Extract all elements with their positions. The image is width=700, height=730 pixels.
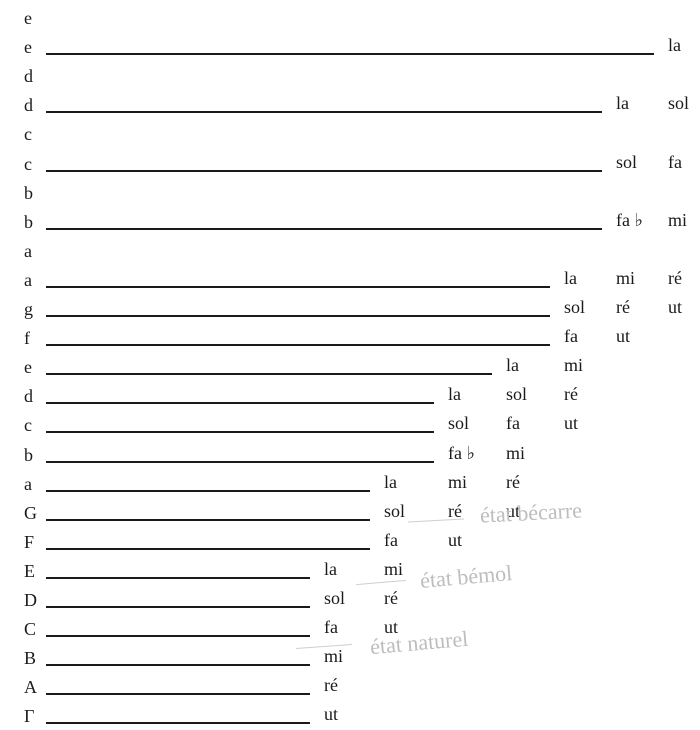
syllable: mi — [564, 355, 583, 376]
row-line — [46, 315, 550, 317]
syllable: fa ♭ — [448, 443, 475, 464]
syllable: ré — [384, 588, 398, 609]
syllable: ré — [564, 384, 578, 405]
syllable: la — [564, 268, 577, 289]
row-line — [46, 111, 602, 113]
row-line — [46, 490, 370, 492]
gamut-letter: a — [24, 270, 42, 291]
syllable: ut — [668, 297, 682, 318]
syllable: mi — [384, 559, 403, 580]
gamut-letter: c — [24, 415, 42, 436]
gamut-letter: E — [24, 561, 42, 582]
handwriting-dash — [356, 580, 406, 585]
syllable: ré — [448, 501, 462, 522]
row-line — [46, 606, 310, 608]
gamut-letter: e — [24, 37, 42, 58]
syllable: sol — [506, 384, 527, 405]
syllable: fa — [324, 617, 338, 638]
gamut-letter: Γ — [24, 706, 42, 727]
gamut-letter: G — [24, 503, 42, 524]
syllable: mi — [448, 472, 467, 493]
gamut-letter: c — [24, 124, 42, 145]
gamut-letter: d — [24, 95, 42, 116]
syllable: sol — [668, 93, 689, 114]
syllable: ré — [616, 297, 630, 318]
syllable: la — [324, 559, 337, 580]
syllable: ut — [384, 617, 398, 638]
gamut-letter: e — [24, 8, 42, 29]
gamut-letter: D — [24, 590, 42, 611]
gamut-letter: C — [24, 619, 42, 640]
syllable: fa — [506, 413, 520, 434]
gamut-letter: b — [24, 212, 42, 233]
row-line — [46, 577, 310, 579]
row-line — [46, 722, 310, 724]
row-line — [46, 519, 370, 521]
gamut-letter: e — [24, 357, 42, 378]
syllable: mi — [616, 268, 635, 289]
gamut-letter: F — [24, 532, 42, 553]
row-line — [46, 53, 654, 55]
syllable: ré — [324, 675, 338, 696]
gamut-letter: A — [24, 677, 42, 698]
syllable: la — [616, 93, 629, 114]
syllable: ut — [506, 501, 520, 522]
row-line — [46, 548, 370, 550]
gamut-letter: a — [24, 474, 42, 495]
syllable: sol — [384, 501, 405, 522]
row-line — [46, 170, 602, 172]
syllable: ré — [668, 268, 682, 289]
syllable: la — [506, 355, 519, 376]
syllable: ut — [324, 704, 338, 725]
syllable: sol — [616, 152, 637, 173]
gamut-letter: d — [24, 386, 42, 407]
syllable: fa — [384, 530, 398, 551]
gamut-letter: g — [24, 299, 42, 320]
row-line — [46, 635, 310, 637]
syllable: ut — [448, 530, 462, 551]
syllable: ut — [564, 413, 578, 434]
row-line — [46, 431, 434, 433]
row-line — [46, 286, 550, 288]
syllable: la — [668, 35, 681, 56]
syllable: ré — [506, 472, 520, 493]
syllable: la — [448, 384, 461, 405]
syllable: la — [384, 472, 397, 493]
row-line — [46, 461, 434, 463]
syllable: sol — [448, 413, 469, 434]
syllable: mi — [324, 646, 343, 667]
syllable: sol — [324, 588, 345, 609]
gamut-letter: b — [24, 445, 42, 466]
syllable: fa — [564, 326, 578, 347]
syllable: fa — [668, 152, 682, 173]
syllable: sol — [564, 297, 585, 318]
handwriting-note: état bémol — [419, 560, 513, 594]
row-line — [46, 344, 550, 346]
row-line — [46, 402, 434, 404]
gamut-letter: f — [24, 328, 42, 349]
gamut-letter: a — [24, 241, 42, 262]
row-line — [46, 664, 310, 666]
syllable: mi — [668, 210, 687, 231]
row-line — [46, 228, 602, 230]
syllable: ut — [616, 326, 630, 347]
handwriting-note: état bécarre — [479, 497, 582, 528]
syllable: mi — [506, 443, 525, 464]
row-line — [46, 693, 310, 695]
syllable: fa ♭ — [616, 210, 643, 231]
gamut-letter: B — [24, 648, 42, 669]
gamut-letter: b — [24, 183, 42, 204]
gamut-letter: c — [24, 154, 42, 175]
gamut-letter: d — [24, 66, 42, 87]
row-line — [46, 373, 492, 375]
